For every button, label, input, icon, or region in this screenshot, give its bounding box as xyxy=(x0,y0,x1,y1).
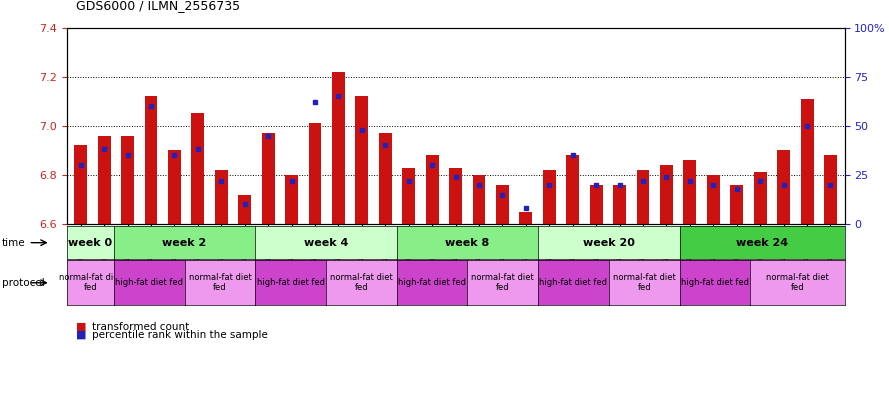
Text: GDS6000 / ILMN_2556735: GDS6000 / ILMN_2556735 xyxy=(76,0,240,12)
Text: percentile rank within the sample: percentile rank within the sample xyxy=(92,330,268,340)
Text: week 8: week 8 xyxy=(445,238,490,248)
Bar xyxy=(261,133,275,224)
Bar xyxy=(121,136,134,224)
Text: ■: ■ xyxy=(76,330,86,340)
Bar xyxy=(145,96,157,224)
Bar xyxy=(754,173,766,224)
Bar xyxy=(168,151,180,224)
Bar xyxy=(777,151,790,224)
Text: high-fat diet fed: high-fat diet fed xyxy=(398,278,466,287)
Bar xyxy=(707,175,720,224)
Text: normal-fat diet
fed: normal-fat diet fed xyxy=(188,273,252,292)
Text: time: time xyxy=(2,238,26,248)
Bar xyxy=(566,155,580,224)
Text: week 4: week 4 xyxy=(304,238,348,248)
Bar xyxy=(496,185,509,224)
Text: transformed count: transformed count xyxy=(92,322,188,332)
Bar xyxy=(285,175,298,224)
Text: week 24: week 24 xyxy=(736,238,789,248)
Bar xyxy=(613,185,626,224)
Text: high-fat diet fed: high-fat diet fed xyxy=(257,278,324,287)
Text: ■: ■ xyxy=(76,322,86,332)
Text: normal-fat diet
fed: normal-fat diet fed xyxy=(471,273,534,292)
Text: normal-fat diet
fed: normal-fat diet fed xyxy=(330,273,393,292)
Bar xyxy=(449,167,462,224)
Bar xyxy=(215,170,228,224)
Text: normal-fat diet
fed: normal-fat diet fed xyxy=(59,273,122,292)
Text: high-fat diet fed: high-fat diet fed xyxy=(540,278,607,287)
Text: normal-fat diet
fed: normal-fat diet fed xyxy=(766,273,829,292)
Text: high-fat diet fed: high-fat diet fed xyxy=(681,278,749,287)
Bar xyxy=(684,160,696,224)
Bar xyxy=(379,133,392,224)
Bar xyxy=(403,167,415,224)
Bar xyxy=(356,96,368,224)
Text: normal-fat diet
fed: normal-fat diet fed xyxy=(613,273,676,292)
Bar xyxy=(660,165,673,224)
Bar xyxy=(801,99,813,224)
Bar xyxy=(637,170,650,224)
Bar xyxy=(308,123,322,224)
Bar xyxy=(426,155,438,224)
Text: week 20: week 20 xyxy=(583,238,635,248)
Bar xyxy=(332,72,345,224)
Bar xyxy=(98,136,110,224)
Text: week 2: week 2 xyxy=(163,238,206,248)
Bar xyxy=(473,175,485,224)
Bar xyxy=(75,145,87,224)
Bar xyxy=(543,170,556,224)
Bar xyxy=(824,155,837,224)
Text: high-fat diet fed: high-fat diet fed xyxy=(116,278,183,287)
Bar xyxy=(238,195,252,224)
Bar xyxy=(589,185,603,224)
Bar xyxy=(731,185,743,224)
Bar xyxy=(519,212,533,224)
Text: week 0: week 0 xyxy=(68,238,112,248)
Bar xyxy=(191,114,204,224)
Text: protocol: protocol xyxy=(2,278,44,288)
